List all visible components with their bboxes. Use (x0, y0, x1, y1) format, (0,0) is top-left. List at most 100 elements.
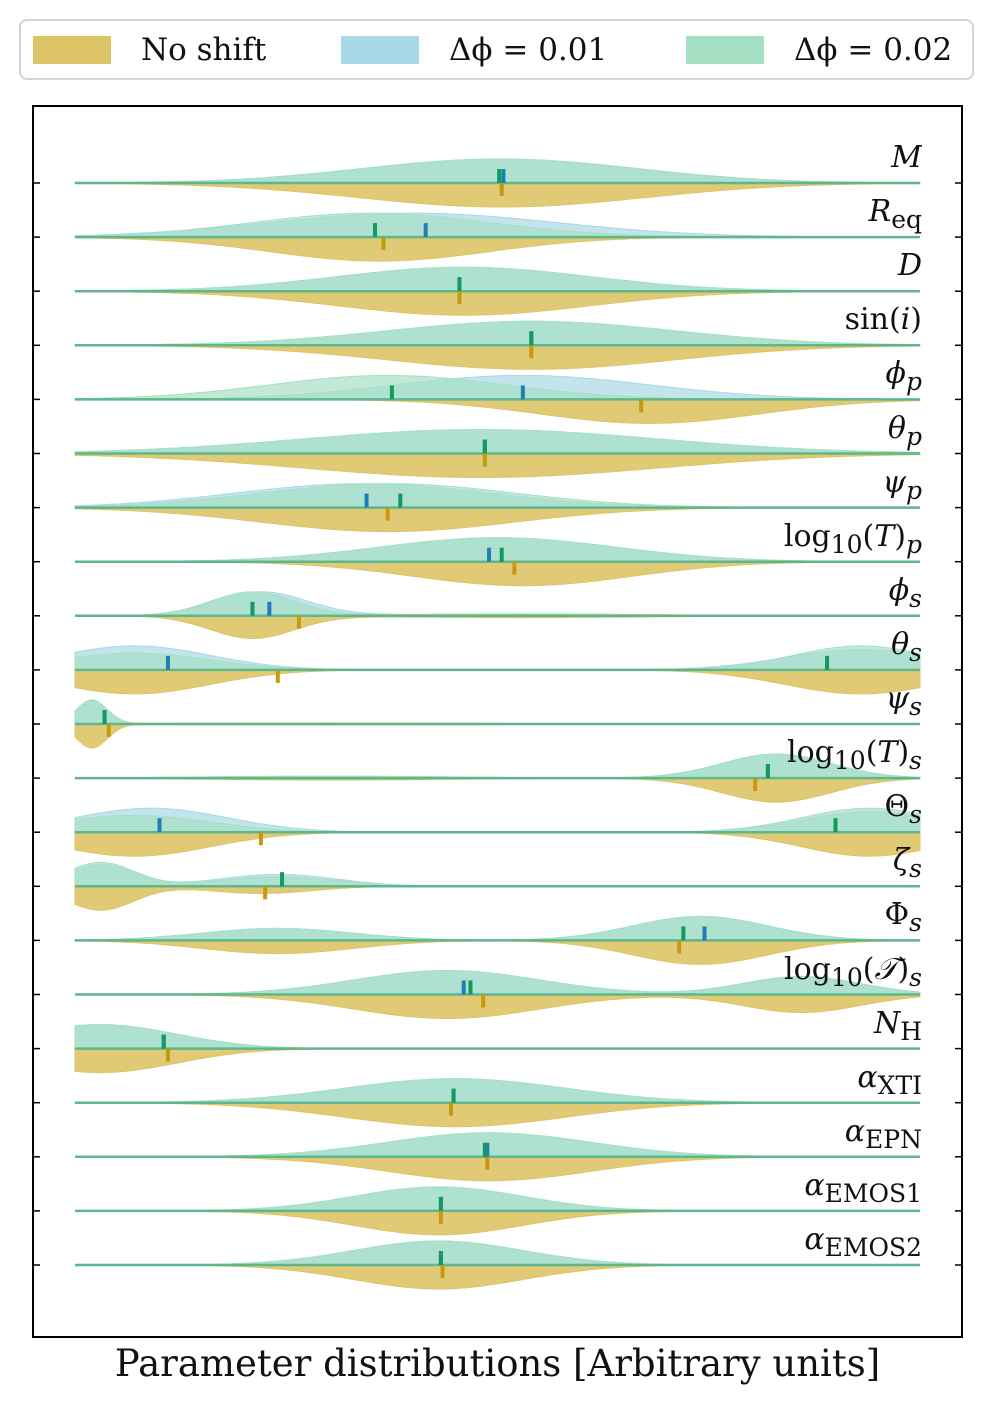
legend-item-shift-002: Δϕ = 0.02 (686, 21, 952, 78)
legend-label-no-shift: No shift (141, 31, 267, 68)
legend-swatch-no-shift (33, 35, 111, 64)
param-label-text-sin-i: sin(i) (844, 302, 922, 338)
param-label-log10-tcal-s: log10(𝒯)s (784, 952, 922, 992)
median-r-eq-shift002 (372, 223, 377, 238)
param-label-text-log10-t-p: log10(T)p (783, 518, 922, 559)
median-theta-s-shift001 (165, 655, 170, 670)
median-alpha-epn-shift001 (485, 1142, 490, 1157)
median-psi-s-noshift (106, 724, 111, 737)
param-label-phi-s: ϕs (888, 572, 922, 613)
median-alpha-emos1-noshift (438, 1210, 443, 1224)
median-r-eq-shift001 (423, 223, 428, 238)
violin-sin-i-shift002 (74, 320, 921, 346)
param-label-text-alpha-epn: αEPN (844, 1113, 922, 1154)
median-zeta-s-shift002 (280, 872, 285, 887)
median-alpha-emos2-shift002 (438, 1251, 443, 1265)
param-label-alpha-xti: αXTI (857, 1059, 922, 1100)
param-label-phi-s: Φs (884, 897, 922, 938)
legend-label-shift-002: Δϕ = 0.02 (794, 31, 953, 68)
median-zeta-s-noshift (263, 886, 268, 900)
param-label-log10-t-s: log10(T)s (787, 735, 922, 776)
median-phi-s-shift001 (267, 601, 272, 616)
violin-sin-i-noshift (74, 344, 921, 370)
median-alpha-emos2-noshift (440, 1265, 445, 1278)
param-label-m: M (891, 140, 922, 175)
median-log10-t-s-shift002 (765, 764, 770, 779)
legend-label-shift-001: Δϕ = 0.01 (449, 31, 608, 68)
legend-item-shift-001: Δϕ = 0.01 (341, 21, 607, 78)
legend-swatch-shift-002 (686, 35, 764, 64)
median-r-eq-noshift (381, 237, 386, 251)
median-theta-s-shift002 (833, 818, 838, 833)
param-label-text-phi-s: Φs (884, 897, 922, 938)
median-m-noshift (499, 183, 504, 196)
param-label-phi-p: ϕp (885, 356, 922, 397)
median-log10-t-s-noshift (753, 778, 758, 792)
param-label-text-theta-p: θp (887, 410, 922, 451)
median-alpha-emos1-shift002 (438, 1196, 443, 1211)
param-label-alpha-emos2: αEMOS2 (804, 1222, 922, 1262)
violin-log10-t-p-shift002 (75, 537, 920, 563)
median-phi-p-noshift (639, 399, 644, 413)
x-axis-label: Parameter distributions [Arbitrary units… (114, 1342, 881, 1385)
median-log10-tcal-s-shift002 (468, 980, 473, 995)
median-sin-i-shift002 (529, 331, 534, 346)
violin-alpha-emos2-noshift (75, 1264, 920, 1290)
median-sin-i-noshift (529, 345, 534, 359)
tick-marks (33, 182, 962, 1266)
median-n-h-shift002 (161, 1034, 166, 1049)
median-theta-s-shift001 (157, 818, 162, 833)
median-theta-s-noshift (275, 669, 280, 683)
median-phi-s-shift001 (702, 926, 707, 941)
median-phi-s-shift002 (681, 926, 686, 941)
legend-item-no-shift: No shift (33, 21, 266, 78)
param-label-text-phi-p: ϕp (885, 356, 922, 397)
median-m-shift001 (501, 169, 506, 183)
param-label-r-eq: Req (869, 194, 922, 234)
param-label-text-log10-t-s: log10(T)s (787, 735, 922, 776)
median-psi-s-shift002 (102, 710, 107, 724)
median-psi-p-noshift (385, 507, 390, 521)
median-phi-p-shift001 (520, 385, 525, 400)
median-d-shift002 (457, 277, 462, 292)
median-log10-tcal-s-shift001 (461, 980, 466, 995)
param-label-text-psi-p: ψp (882, 464, 922, 505)
median-n-h-noshift (165, 1048, 170, 1062)
param-label-text-phi-s: ϕs (888, 572, 922, 613)
median-log10-t-p-noshift (512, 561, 517, 575)
median-m-shift002 (497, 169, 502, 183)
param-label-text-n-h: NH (873, 1005, 922, 1046)
param-label-psi-p: ψp (882, 464, 922, 505)
legend-swatch-shift-001 (341, 35, 419, 64)
param-label-text-alpha-xti: αXTI (857, 1059, 922, 1100)
param-label-theta-p: θp (887, 410, 922, 451)
median-theta-s-noshift (258, 832, 263, 846)
median-psi-p-shift002 (398, 493, 403, 508)
violin-theta-p-noshift (74, 453, 921, 478)
param-label-text-zeta-s: ζs (892, 843, 922, 884)
median-markers (102, 169, 838, 1278)
violin-m-noshift (74, 182, 921, 208)
param-label-text-alpha-emos1: αEMOS1 (804, 1167, 922, 1208)
param-label-text-theta-s: θs (891, 626, 922, 667)
param-label-text-d: D (897, 248, 922, 284)
param-label-zeta-s: ζs (892, 843, 922, 884)
median-log10-tcal-s-noshift (481, 994, 486, 1008)
median-alpha-xti-noshift (449, 1102, 454, 1116)
median-phi-s-shift002 (250, 601, 255, 616)
median-d-noshift (457, 291, 462, 305)
median-phi-s-noshift (677, 940, 682, 954)
median-alpha-xti-shift002 (451, 1088, 456, 1103)
param-label-alpha-emos1: αEMOS1 (804, 1167, 922, 1208)
median-phi-p-shift002 (389, 385, 394, 400)
param-label-theta-s: θs (891, 626, 922, 667)
median-theta-p-noshift (482, 453, 487, 467)
median-log10-t-p-shift002 (499, 547, 504, 562)
param-label-n-h: NH (873, 1005, 922, 1046)
median-log10-t-p-shift001 (487, 547, 492, 562)
median-alpha-epn-shift002 (482, 1142, 487, 1157)
param-label-psi-s: ψs (886, 681, 922, 721)
legend: No shift Δϕ = 0.01 Δϕ = 0.02 (19, 19, 974, 80)
